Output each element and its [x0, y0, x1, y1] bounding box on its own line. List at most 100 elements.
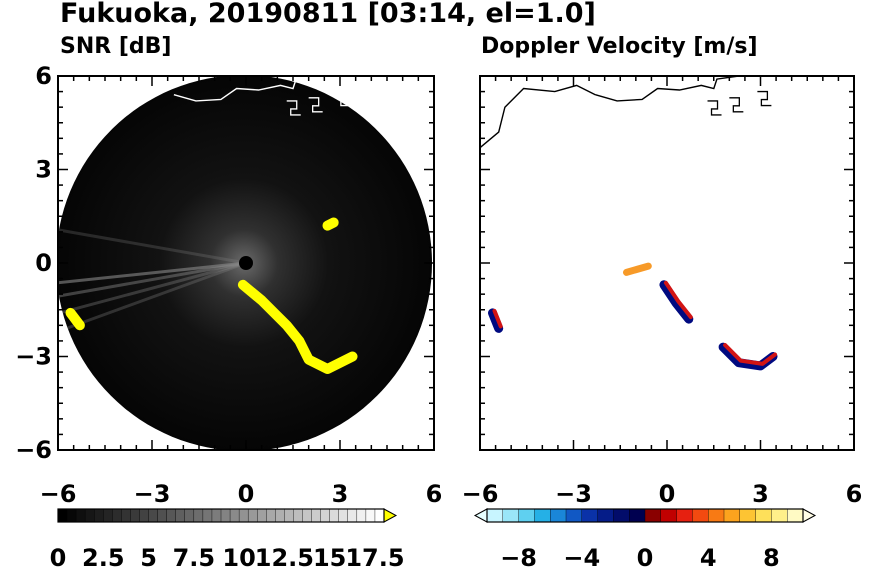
figure-title: Fukuoka, 20190811 [03:14, el=1.0] [60, 0, 596, 29]
colorbar-cell [365, 508, 376, 523]
colorbar-cell [211, 508, 222, 523]
colorbar-cell [193, 508, 204, 523]
colorbar-cell [247, 508, 258, 523]
echo-band-approaching [659, 280, 694, 324]
colorbar-cell [238, 508, 249, 523]
colorbar-cell [75, 508, 86, 523]
x-tick-label: 0 [238, 480, 255, 508]
colorbar-cell [755, 508, 772, 523]
colorbar-cell [66, 508, 77, 523]
x-tick-label: −3 [134, 480, 171, 508]
clutter-beams [58, 228, 253, 330]
colorbar-tick-label: 2.5 [82, 544, 125, 570]
echo-band [322, 217, 339, 231]
echo-band-receding [663, 280, 693, 320]
colorbar-tick-label: 12.5 [255, 544, 314, 570]
colorbar-cell [486, 508, 504, 523]
x-tick-label: 6 [426, 480, 443, 508]
colorbar-cell [534, 508, 551, 523]
coastline [479, 75, 772, 149]
colorbar-cell [374, 508, 385, 523]
colorbar-tick-label: 4 [700, 544, 717, 570]
colorbar-cell [502, 508, 520, 523]
snr-panel [57, 75, 435, 451]
colorbar-frame [57, 508, 385, 523]
colorbar-cell [121, 508, 131, 523]
colorbar-cell [597, 508, 614, 523]
colorbar-cell [644, 508, 662, 523]
colorbar-extend-max [383, 508, 398, 523]
colorbar-cell [550, 508, 567, 523]
echo-layer [65, 217, 358, 374]
colorbar-cell [220, 508, 231, 523]
colorbar-cell [565, 508, 583, 523]
echo-layer [488, 262, 778, 371]
colorbar-cell [347, 508, 358, 523]
harbor-outline [707, 100, 722, 116]
colorbar-cell [139, 508, 150, 523]
harbor-outline [757, 90, 772, 107]
harbor-outline [729, 97, 744, 113]
echo-band [623, 262, 652, 276]
colorbar-tick-label: 7.5 [173, 544, 216, 570]
colorbar-tick-label: 10 [222, 544, 255, 570]
coastline-path [595, 75, 739, 102]
x-tick-label: −3 [555, 480, 592, 508]
colorbar-extend-max [802, 508, 817, 523]
colorbar-tick-label: −4 [563, 544, 600, 570]
colorbar-cell [692, 508, 709, 523]
harbor-outline [286, 100, 301, 116]
colorbar-cell [329, 508, 340, 523]
y-tick-label: 0 [35, 249, 52, 277]
echo-band [237, 279, 358, 374]
colorbar-extend-min [473, 508, 488, 523]
y-tick-label: 6 [35, 62, 52, 90]
colorbar-tick-label: 8 [763, 544, 780, 570]
harbor-outline [336, 90, 351, 107]
colorbar-cell [175, 508, 186, 523]
y-tick-label: 3 [35, 156, 52, 184]
radar-site [239, 256, 253, 270]
colorbar-tick-label: 0 [637, 544, 654, 570]
x-tick-label: −6 [40, 480, 77, 508]
colorbar-cell [787, 508, 804, 523]
colorbar-cell [103, 508, 113, 523]
echo-band-receding [492, 308, 503, 329]
colorbar-cell [266, 508, 276, 523]
colorbar-cell [157, 508, 168, 523]
colorbar-cell [629, 508, 646, 523]
colorbar-cell [356, 508, 367, 523]
clutter-beam [66, 261, 247, 330]
echo-band-receding [723, 343, 777, 366]
clutter-beam [58, 261, 247, 285]
colorbar-frame [486, 508, 804, 523]
colorbar-cell [257, 508, 267, 523]
echo-band-approaching [488, 308, 504, 333]
x-tick-label: 0 [659, 480, 676, 508]
x-tick-label: 6 [846, 480, 863, 508]
clutter-beam [58, 228, 247, 265]
colorbar-cell [112, 508, 122, 523]
colorbar-cell [302, 508, 313, 523]
plot-frame [479, 75, 855, 451]
colorbar-cell [338, 508, 349, 523]
colorbar-cell [130, 508, 140, 523]
y-tick-label: −3 [15, 343, 52, 371]
colorbar-cell [676, 508, 693, 523]
colorbar-cell [202, 508, 213, 523]
colorbar-cell [148, 508, 159, 523]
colorbar-tick-label: 5 [140, 544, 157, 570]
x-tick-label: −6 [462, 480, 499, 508]
colorbar-cell [57, 508, 68, 523]
colorbar-cell [518, 508, 535, 523]
x-tick-label: 3 [332, 480, 349, 508]
colorbar-cell [184, 508, 195, 523]
colorbar-cell [771, 508, 788, 523]
colorbar-cell [708, 508, 725, 523]
colorbar-cell [84, 508, 95, 523]
colorbar-tick-label: 15 [313, 544, 346, 570]
harbor-outline [308, 97, 323, 113]
colorbar-cell [293, 508, 304, 523]
